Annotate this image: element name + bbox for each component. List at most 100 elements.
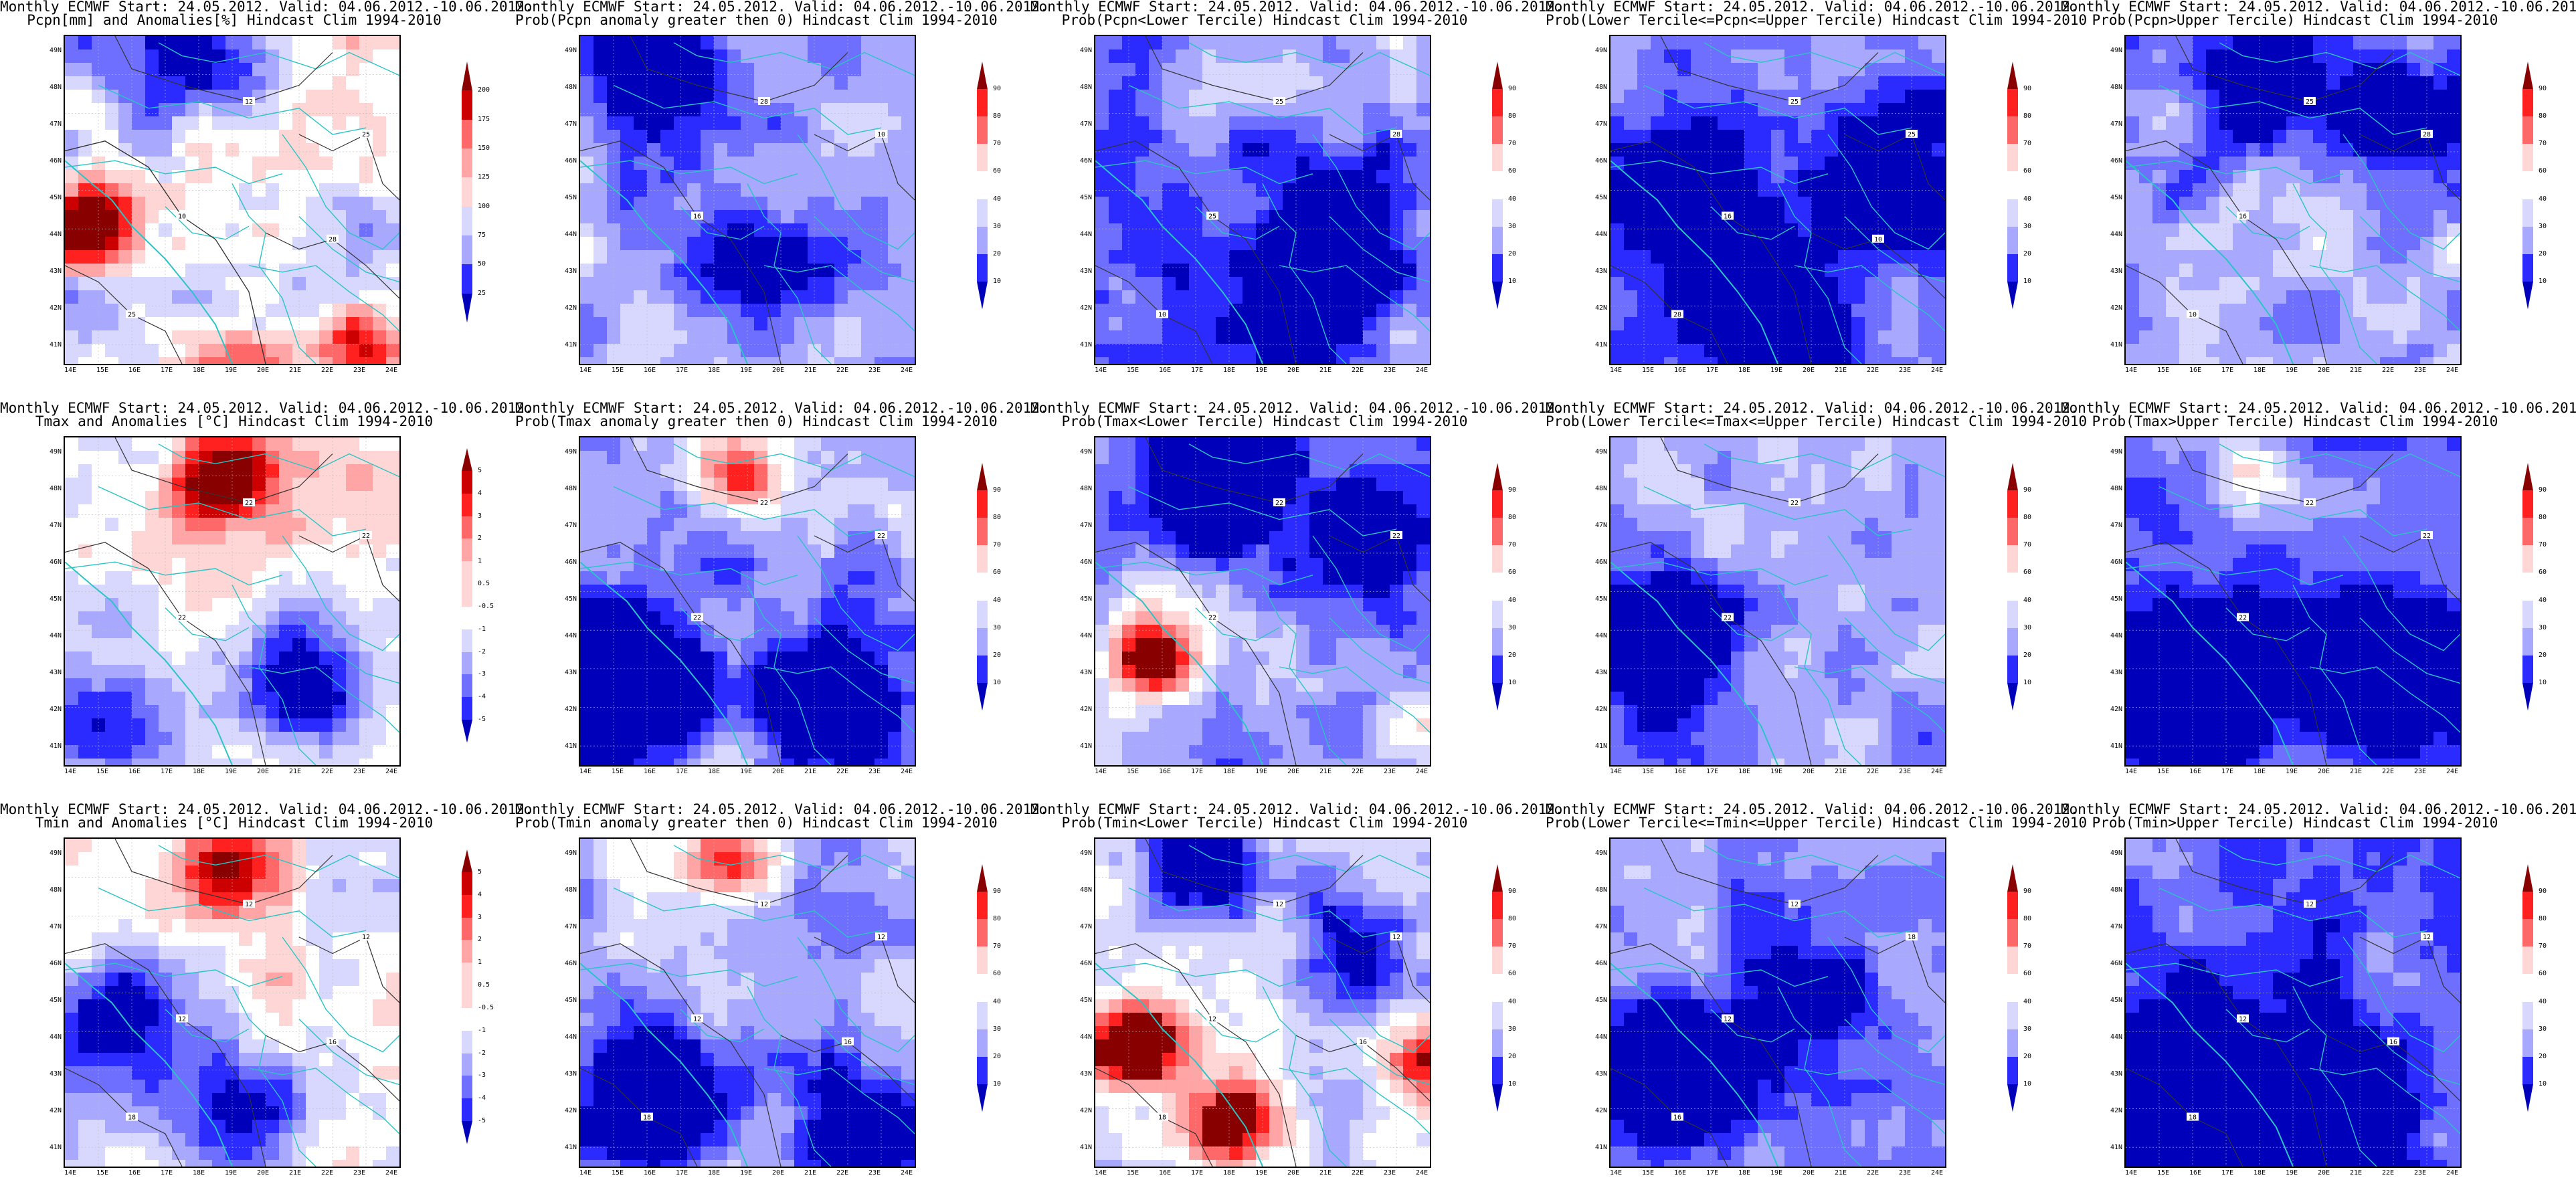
field-cell — [1309, 223, 1323, 237]
field-cell — [1336, 197, 1350, 211]
map-panel: Monthly ECMWF Start: 24.05.2012. Valid: … — [1030, 0, 1564, 401]
field-cell — [1825, 143, 1839, 157]
field-cell — [199, 344, 213, 358]
field-cell — [1416, 330, 1430, 344]
field-cell — [1718, 290, 1732, 304]
field-cell — [172, 304, 186, 318]
x-tick-label: 23E — [2413, 367, 2427, 374]
field-cell — [714, 116, 728, 130]
field-cell — [199, 544, 213, 559]
field-cell — [2433, 317, 2448, 331]
contour-label-bg — [691, 211, 703, 220]
field-cell — [593, 63, 608, 77]
field-cell — [185, 464, 199, 478]
field-cell — [781, 344, 795, 358]
field-cell — [306, 197, 320, 211]
field-cell — [1176, 304, 1190, 318]
field-cell — [319, 759, 333, 765]
field-cell — [252, 464, 266, 478]
field-cell — [1811, 49, 1825, 64]
map-plot-area: 16 25 28 10 — [2124, 35, 2462, 365]
field-cell — [2447, 90, 2460, 104]
field-cell — [1624, 103, 1638, 117]
field-cell — [1376, 250, 1390, 264]
field-cell — [687, 665, 701, 679]
country-border — [1128, 84, 1397, 135]
field-cell — [821, 197, 835, 211]
field-cell — [2433, 130, 2448, 144]
x-tick-label: 17E — [675, 367, 688, 374]
field-cell — [888, 437, 902, 452]
field-cell — [687, 63, 701, 77]
field-cell — [580, 625, 594, 639]
field-cell — [1664, 330, 1678, 344]
field-cell — [901, 49, 915, 64]
field-cell — [2246, 304, 2260, 318]
field-cell — [266, 304, 280, 318]
field-cell — [1691, 143, 1705, 157]
panel-title-line1: Monthly ECMWF Start: 24.05.2012. Valid: … — [2061, 0, 2576, 15]
field-cell — [1731, 304, 1745, 318]
field-cell — [145, 237, 159, 251]
field-cell — [105, 143, 119, 157]
field-cell — [861, 585, 875, 599]
field-cell — [727, 90, 741, 104]
field-cell — [2139, 210, 2153, 224]
field-cell — [1878, 197, 1892, 211]
field-cell — [861, 705, 875, 719]
field-cell — [2300, 183, 2314, 197]
field-cell — [2380, 116, 2394, 130]
field-cell — [2139, 290, 2153, 304]
field-cell — [781, 651, 795, 666]
panel-title-line2: Prob(Pcpn anomaly greater then 0) Hindca… — [515, 12, 998, 28]
field-cell — [634, 344, 648, 358]
field-cell — [1624, 90, 1638, 104]
field-cell — [346, 317, 360, 331]
contour-label-bg — [1156, 310, 1168, 318]
field-cell — [1296, 330, 1310, 344]
field-cell — [1403, 304, 1417, 318]
field-cell — [1216, 183, 1230, 197]
colorbar-label: 200 — [478, 86, 490, 94]
field-cell — [727, 558, 741, 572]
y-tick-label: 46N — [2110, 157, 2122, 165]
field-cell — [65, 478, 79, 492]
field-cell — [2126, 49, 2140, 64]
field-cell — [1296, 237, 1310, 251]
field-cell — [78, 344, 92, 358]
field-cell — [1216, 344, 1230, 358]
field-cell — [620, 63, 634, 77]
field-cell — [620, 651, 634, 666]
field-cell — [714, 558, 728, 572]
field-cell — [1865, 290, 1879, 304]
field-cell — [373, 317, 387, 331]
field-cell — [172, 665, 186, 679]
field-cell — [794, 585, 808, 599]
field-cell — [132, 76, 146, 90]
field-cell — [78, 130, 92, 144]
field-cell — [2139, 344, 2153, 358]
field-cell — [1731, 357, 1745, 364]
field-cell — [727, 76, 741, 90]
field-cell — [132, 478, 146, 492]
field-cell — [821, 437, 835, 452]
field-cell — [848, 491, 862, 505]
field-cell — [767, 49, 781, 64]
field-cell — [781, 544, 795, 559]
field-cell — [1784, 330, 1799, 344]
y-tick-label: 48N — [1079, 84, 1092, 91]
field-cell — [701, 705, 715, 719]
field-cell — [714, 531, 728, 545]
field-cell — [2367, 157, 2381, 171]
field-cell — [319, 170, 333, 184]
field-cell — [1243, 451, 1257, 465]
field-cell — [1825, 63, 1839, 77]
field-cell — [1216, 237, 1230, 251]
field-cell — [754, 197, 768, 211]
colorbar-swatch — [462, 470, 472, 494]
field-cell — [199, 518, 213, 532]
field-cell — [118, 531, 132, 545]
field-cell — [1162, 130, 1176, 144]
field-cell — [901, 585, 915, 599]
field-cell — [2380, 250, 2394, 264]
